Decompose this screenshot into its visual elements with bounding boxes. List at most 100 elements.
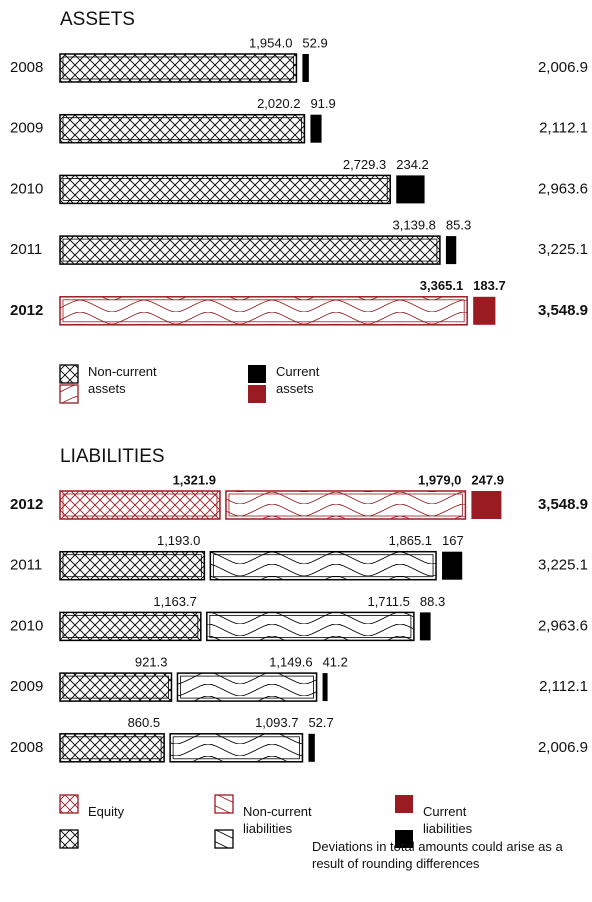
bar-inner-border — [62, 117, 302, 141]
bar-segment — [59, 550, 206, 581]
bar-inner-border — [62, 299, 465, 323]
value-label: 1,954.0 — [249, 35, 292, 50]
category-label: 2012 — [10, 496, 43, 513]
value-label: 1,711.5 — [367, 594, 409, 609]
total-label: 3,225.1 — [538, 557, 588, 574]
legend-label: Current assets — [276, 364, 320, 396]
category-label: 2009 — [10, 120, 43, 137]
bar-segment — [59, 113, 306, 144]
bar-inner-border — [62, 736, 162, 760]
category-label: 2008 — [10, 739, 43, 756]
bar-segment — [59, 174, 391, 205]
bar-segment — [225, 490, 467, 520]
bar-segment — [473, 296, 496, 325]
bar-inner-border — [62, 493, 218, 517]
value-label: 234.2 — [396, 157, 429, 172]
section-title: ASSETS — [60, 9, 135, 30]
value-label: 921.3 — [135, 655, 168, 670]
legend-swatch — [59, 829, 79, 849]
value-label: 1,865.1 — [389, 533, 432, 548]
total-label: 3,225.1 — [538, 241, 588, 258]
value-label: 2,020.2 — [257, 96, 300, 111]
total-label: 2,006.9 — [538, 739, 588, 756]
bar-inner-border — [228, 493, 463, 517]
total-label: 2,963.6 — [538, 180, 588, 197]
bar-segment — [471, 491, 502, 519]
legend-swatch — [59, 794, 79, 814]
bar-inner-border — [180, 675, 314, 699]
category-label: 2012 — [10, 302, 43, 319]
legend-label: Non-current liabilities — [243, 804, 312, 836]
bar-inner-border — [62, 615, 199, 638]
value-label: 1,979,0 — [418, 472, 461, 487]
legend-swatch — [248, 365, 266, 383]
bar-segment — [59, 611, 202, 642]
total-label: 3,548.9 — [538, 496, 588, 513]
bar-segment — [59, 53, 298, 83]
value-label: 1,093.7 — [255, 715, 298, 730]
total-label: 3,548.9 — [538, 302, 588, 319]
section-title: LIABILITIES — [60, 446, 165, 467]
value-label: 1,149.6 — [269, 655, 312, 670]
total-label: 2,963.6 — [538, 617, 588, 634]
bar-inner-border — [62, 238, 438, 262]
bar-segment — [176, 672, 318, 702]
category-label: 2010 — [10, 180, 43, 197]
bar-segment — [206, 611, 415, 642]
bar-segment — [169, 733, 304, 763]
bar-segment — [209, 550, 437, 581]
bar-inner-border — [172, 736, 300, 760]
bar-inner-border — [62, 177, 388, 201]
legend-swatch — [214, 794, 234, 814]
value-label: 1,193.0 — [157, 533, 200, 548]
category-label: 2010 — [10, 617, 43, 634]
legend-label: Current liabilities — [423, 804, 473, 836]
category-label: 2011 — [10, 557, 42, 574]
value-label: 52.7 — [308, 715, 333, 730]
value-label: 167 — [442, 533, 464, 548]
value-label: 1,321.9 — [173, 472, 216, 487]
legend-swatch — [59, 384, 79, 404]
value-label: 91.9 — [310, 96, 335, 111]
value-label: 41.2 — [323, 655, 348, 670]
legend-swatch — [59, 364, 79, 384]
bar-segment — [59, 733, 165, 763]
legend-label: Equity — [88, 804, 125, 819]
legend-swatch — [248, 385, 266, 403]
bar-inner-border — [62, 554, 202, 578]
category-label: 2011 — [10, 241, 42, 258]
legend-swatch — [395, 830, 413, 848]
bar-inner-border — [62, 675, 169, 699]
value-label: 3,139.8 — [393, 218, 436, 233]
bar-segment — [310, 114, 322, 143]
bar-segment — [308, 733, 315, 762]
category-label: 2008 — [10, 59, 43, 76]
total-label: 2,006.9 — [538, 59, 588, 76]
footnote: Deviations in total amounts could arise … — [312, 839, 563, 871]
bar-segment — [442, 551, 463, 580]
legend-swatch — [395, 795, 413, 813]
bar-inner-border — [62, 56, 294, 80]
bar-inner-border — [212, 554, 434, 578]
bar-segment — [59, 235, 441, 265]
bar-segment — [59, 490, 221, 520]
bar-segment — [59, 672, 173, 702]
legend-swatch — [214, 829, 234, 849]
category-label: 2009 — [10, 678, 43, 695]
bar-inner-border — [209, 615, 412, 638]
bar-segment — [396, 175, 425, 204]
total-label: 2,112.1 — [539, 678, 588, 695]
value-label: 3,365.1 — [420, 278, 463, 293]
value-label: 88.3 — [420, 594, 445, 609]
bar-segment — [302, 54, 309, 82]
bar-segment — [59, 296, 468, 326]
value-label: 1,163.7 — [153, 594, 196, 609]
bar-segment — [322, 673, 328, 702]
value-label: 85.3 — [446, 218, 471, 233]
value-label: 183.7 — [473, 278, 506, 293]
bar-segment — [445, 236, 457, 265]
bar-segment — [419, 612, 431, 641]
total-label: 2,112.1 — [539, 120, 588, 137]
